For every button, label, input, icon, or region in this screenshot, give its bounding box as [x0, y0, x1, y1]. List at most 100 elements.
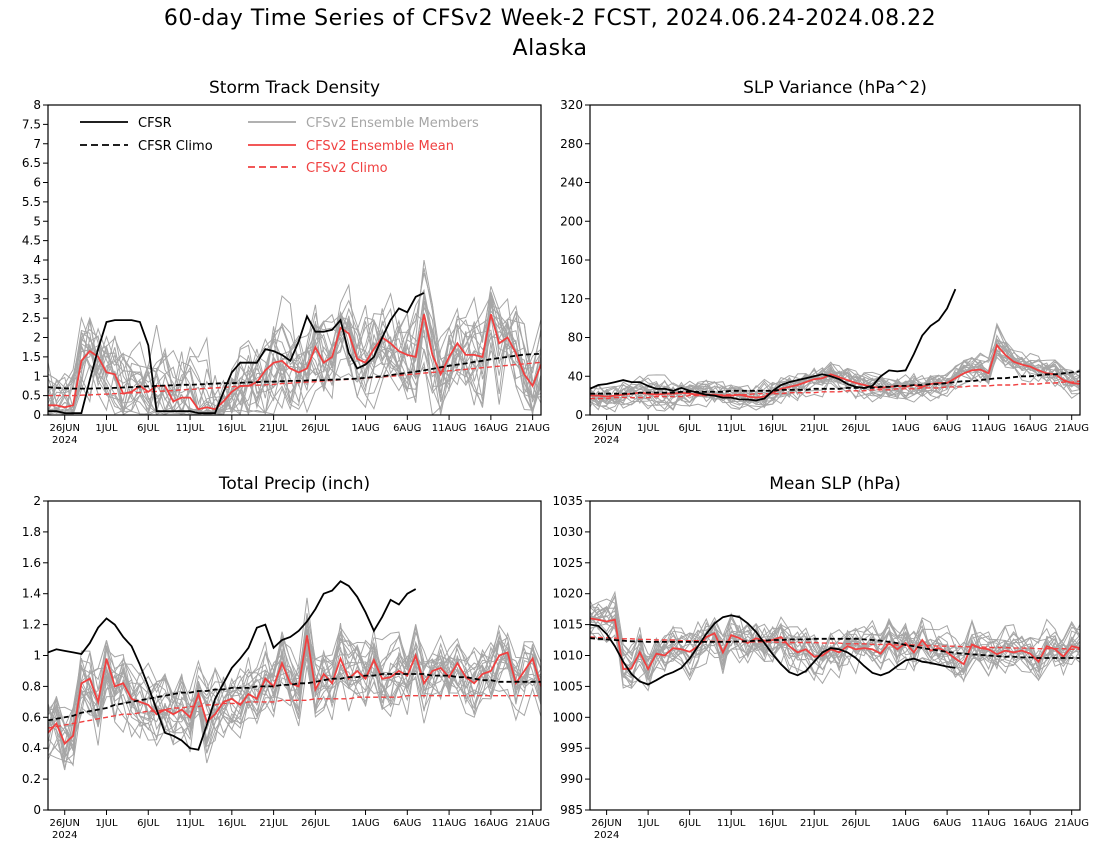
legend-label: CFSR	[138, 116, 172, 131]
x-tick-label: 1JUL	[95, 423, 118, 434]
ensemble-member-line	[48, 295, 541, 415]
y-tick-label: 4.5	[22, 234, 41, 248]
y-tick-label: 1005	[552, 679, 583, 693]
ensemble-member-line	[48, 313, 541, 415]
y-tick-label: 0.2	[22, 772, 41, 786]
ensemble-member-line	[48, 640, 541, 765]
x-tick-label: 16AUG	[474, 423, 509, 434]
ensemble-member-line	[48, 291, 541, 415]
y-tick-label: 5.5	[22, 195, 41, 209]
plot-area	[590, 590, 1080, 692]
x-tick-label: 11JUL	[176, 818, 205, 829]
ensemble-member-line	[48, 288, 541, 415]
x-tick-label: 6AUG	[933, 423, 961, 434]
plot-frame	[47, 104, 542, 416]
y-tick-label: 990	[560, 772, 583, 786]
y-tick-label: 1	[33, 369, 41, 383]
panel-title: SLP Variance (hPa^2)	[743, 78, 927, 98]
ensemble-member-line	[48, 630, 541, 757]
x-tick-label: 26JUL	[301, 818, 330, 829]
plot-frame	[589, 104, 1081, 416]
x-tick-label: 21JUL	[259, 818, 288, 829]
y-tick-label: 3.5	[22, 272, 41, 286]
legend-label: CFSv2 Ensemble Mean	[306, 139, 454, 154]
y-tick-label: 6.5	[22, 156, 41, 170]
y-tick-label: 6	[33, 176, 41, 190]
panel-4: Mean SLP (hPa) 985 990 995 1000 1005 1010 1015 1…	[552, 474, 1089, 841]
plot-frame	[589, 500, 1081, 811]
ensemble-member-line	[48, 629, 541, 746]
ensemble-member-line	[590, 342, 1080, 411]
y-tick-label: 2	[33, 331, 41, 345]
y-tick-label: 240	[560, 176, 583, 190]
y-tick-label: 1.8	[22, 525, 41, 539]
panel-3: Total Precip (inch) 0 0.2 0.4 0.6 0.8 1 1.2 1.4 1…	[22, 474, 550, 841]
series-cfsv2-climo	[48, 695, 541, 729]
legend-label: CFSv2 Climo	[306, 161, 388, 176]
y-tick-label: 1020	[552, 587, 583, 601]
x-tick-label: 1JUL	[95, 818, 118, 829]
x-tick-label: 26JUN	[49, 423, 79, 434]
y-tick-label: 4	[33, 253, 41, 267]
ensemble-member-line	[48, 617, 541, 769]
y-tick-label: 1025	[552, 556, 583, 570]
series-cfsr	[48, 580, 417, 751]
y-tick-label: 1035	[552, 494, 583, 508]
series-cfsr	[48, 292, 425, 415]
x-tick-label: 26JUN	[591, 423, 621, 434]
series-cfsv2-climo	[590, 380, 1080, 400]
y-tick-label: 200	[560, 214, 583, 228]
x-tick-label: 11AUG	[971, 423, 1006, 434]
x-tick-label: 1AUG	[351, 818, 379, 829]
y-tick-label: 160	[560, 253, 583, 267]
x-tick-label: 26JUN	[49, 818, 79, 829]
x-tick-label: 16JUL	[758, 423, 787, 434]
ensemble-member-line	[48, 306, 541, 415]
y-tick-label: 0	[33, 408, 41, 422]
figure-subtitle: Alaska	[512, 36, 588, 61]
series-cfsr-climo	[590, 370, 1080, 395]
y-tick-label: 5	[33, 214, 41, 228]
y-tick-label: 985	[560, 803, 583, 817]
x-tick-label: 26JUL	[301, 423, 330, 434]
ensemble-member-line	[590, 354, 1080, 411]
ensemble-member-line	[590, 606, 1080, 692]
y-tick-label: 8	[33, 98, 41, 112]
x-tick-label: 21JUL	[259, 423, 288, 434]
y-tick-label: 1	[33, 649, 41, 663]
y-tick-label: 7.5	[22, 117, 41, 131]
ensemble-member-line	[590, 593, 1080, 685]
series-cfsr-climo	[48, 352, 541, 390]
series-ens-mean	[48, 314, 541, 411]
x-tick-label: 21JUL	[800, 818, 829, 829]
x-tick-label: 6JUL	[137, 818, 160, 829]
legend-label: CFSR Climo	[138, 139, 213, 154]
y-tick-label: 3	[33, 292, 41, 306]
y-tick-label: 995	[560, 741, 583, 755]
x-tick-label: 21AUG	[1054, 423, 1089, 434]
panel-title: Storm Track Density	[209, 78, 380, 98]
y-tick-label: 120	[560, 292, 583, 306]
series-cfsr-climo	[590, 637, 1080, 659]
y-tick-label: 0.8	[22, 679, 41, 693]
x-year-label: 2024	[594, 830, 619, 841]
series-cfsr-climo	[48, 673, 541, 722]
y-tick-label: 1.2	[22, 618, 41, 632]
legend: CFSR CFSR Climo CFSv2 Ensemble Members CFSv…	[80, 116, 479, 176]
y-tick-label: 80	[568, 331, 583, 345]
y-tick-label: 1.4	[22, 587, 41, 601]
y-tick-label: 0	[575, 408, 583, 422]
series-ens-mean	[590, 617, 1080, 672]
ensemble-member-line	[590, 324, 1080, 404]
y-tick-label: 7	[33, 137, 41, 151]
y-tick-label: 1.6	[22, 556, 41, 570]
x-tick-label: 11JUL	[176, 423, 205, 434]
x-tick-label: 26JUL	[841, 818, 870, 829]
x-tick-label: 16AUG	[1013, 423, 1048, 434]
x-tick-label: 11AUG	[971, 818, 1006, 829]
x-tick-label: 6AUG	[393, 818, 421, 829]
x-tick-label: 16JUL	[218, 423, 247, 434]
y-tick-label: 1030	[552, 525, 583, 539]
y-tick-label: 280	[560, 137, 583, 151]
series-cfsv2-climo	[590, 636, 1080, 650]
